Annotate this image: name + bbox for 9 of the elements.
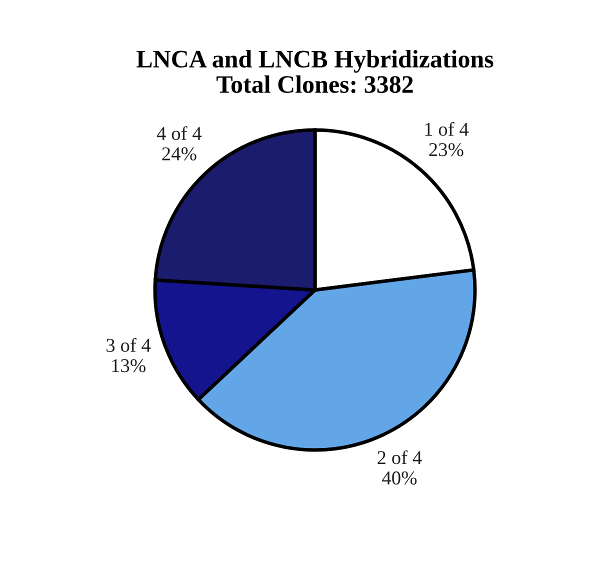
slice-label: 3 of 4 bbox=[106, 338, 151, 352]
slice-label: 4 of 4 bbox=[156, 126, 202, 140]
data-label: 23% bbox=[429, 143, 464, 156]
slice-label: 1 of 4 bbox=[425, 122, 469, 136]
data-label: 24% bbox=[162, 147, 196, 160]
data-label: 13% bbox=[112, 359, 146, 372]
data-label: 40% bbox=[382, 471, 417, 485]
slice-label: 2 of 4 bbox=[378, 450, 422, 464]
chart-title: LNCA and LNCB Hybridizations Total Clones: 3382 bbox=[136, 50, 494, 94]
